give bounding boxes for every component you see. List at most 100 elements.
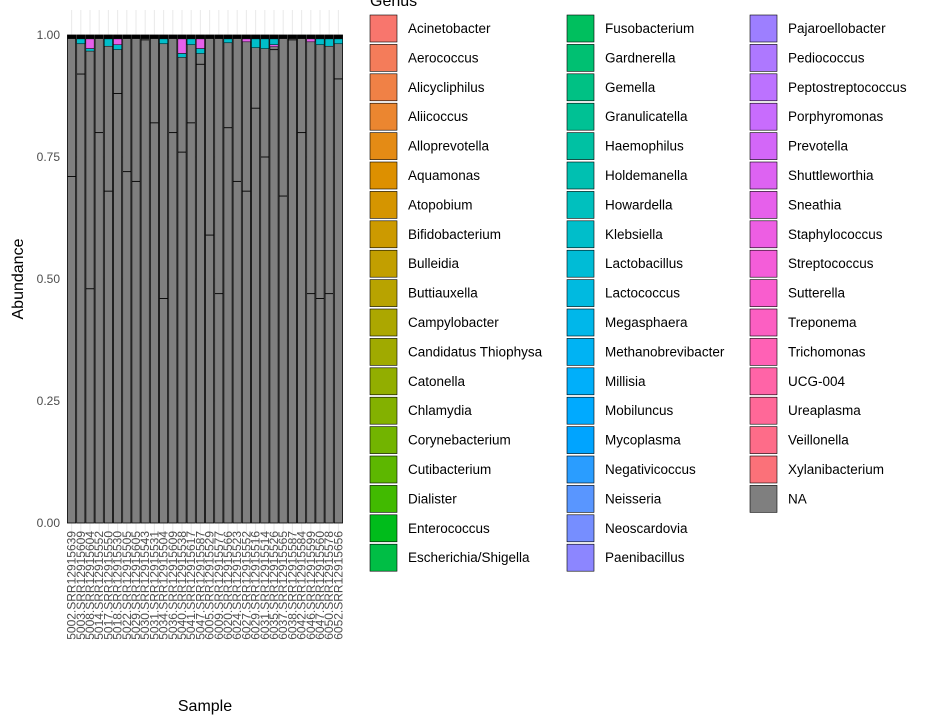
- bar-stack: [287, 34, 297, 524]
- legend-swatch: [566, 279, 595, 307]
- legend-item: Negativicoccus: [566, 455, 696, 484]
- x-tick-label: 6009.SRR12915577: [212, 531, 226, 640]
- bar-segment-na: [306, 34, 316, 524]
- legend-label: Granulicatella: [605, 109, 688, 124]
- legend-swatch: [566, 455, 595, 484]
- legend-item: Catonella: [369, 367, 466, 396]
- legend-label: Alloprevotella: [408, 139, 490, 154]
- bar-segment-na: [159, 34, 169, 524]
- legend-label: Paenibacillus: [605, 550, 685, 565]
- bar-segment-top: [187, 35, 196, 39]
- bar-segment-top: [315, 35, 325, 39]
- legend-item: Pajaroellobacter: [749, 14, 886, 43]
- legend-label: Aerococcus: [408, 50, 479, 65]
- bar-segment-na: [113, 34, 123, 524]
- legend-item: Bifidobacterium: [369, 220, 501, 249]
- bar-stack: [76, 34, 86, 524]
- legend-label: Enterococcus: [408, 521, 490, 536]
- x-tick-label: 5003.SRR12915609: [74, 531, 88, 640]
- legend-swatch: [369, 485, 398, 513]
- x-tick-label: 5047.SRR12915587: [193, 531, 207, 640]
- bar-segment-top: [150, 35, 159, 39]
- bar-segment-na: [131, 34, 141, 524]
- bar-segment-top: [67, 35, 76, 39]
- y-tick-label: 0.75: [37, 150, 61, 164]
- legend-swatch: [749, 161, 778, 190]
- legend-swatch: [369, 279, 398, 307]
- x-tick-label: 5041.SRR12915617: [184, 531, 198, 640]
- legend-label: Howardella: [605, 197, 673, 212]
- bar-segment-top: [223, 35, 233, 39]
- legend-item: Dialister: [369, 485, 457, 513]
- legend-item: Paenibacillus: [566, 543, 685, 572]
- legend-swatch: [566, 367, 595, 396]
- bar-segment-top: [159, 35, 168, 39]
- bar-segment-na: [333, 34, 343, 524]
- legend-item: Shuttleworthia: [749, 161, 874, 190]
- legend-swatch: [749, 249, 778, 278]
- legend-swatch: [749, 396, 778, 425]
- bar-segment-minor: [242, 38, 251, 43]
- bar-segment-na: [168, 34, 178, 524]
- bar-segment-na: [297, 34, 307, 524]
- legend-label: Veillonella: [788, 433, 849, 448]
- legend-swatch: [749, 191, 778, 219]
- legend-swatch: [566, 220, 595, 249]
- legend-label: Corynebacterium: [408, 433, 511, 448]
- bar-segment-minor: [260, 38, 270, 49]
- legend-item: Candidatus Thiophysa: [369, 338, 543, 366]
- x-tick-label: 6035.SRR12915526: [267, 531, 281, 640]
- legend-label: Methanobrevibacter: [605, 344, 725, 359]
- legend-swatch: [566, 396, 595, 425]
- bar-segment-top: [196, 35, 205, 39]
- bar-segment-na: [122, 34, 132, 524]
- bar-segment-top: [85, 35, 95, 39]
- legend-label: Cutibacterium: [408, 462, 491, 477]
- legend-swatch: [369, 514, 398, 543]
- legend-item: Holdemanella: [566, 161, 688, 190]
- bar-segment-top: [297, 35, 306, 39]
- legend-label: NA: [788, 491, 807, 506]
- legend-swatch: [369, 543, 398, 572]
- legend-swatch: [369, 44, 398, 72]
- legend-label: Bulleidia: [408, 256, 460, 271]
- legend-item: Porphyromonas: [749, 102, 884, 131]
- legend-item: Ureaplasma: [749, 396, 861, 425]
- x-tick-label: 6027.SRR12915552: [239, 531, 253, 640]
- legend-label: Atopobium: [408, 197, 473, 212]
- legend-swatch: [369, 14, 398, 43]
- x-tick-label: 5014.SRR12915552: [92, 531, 106, 640]
- legend-item: Sneathia: [749, 191, 842, 219]
- legend-label: Aliicoccus: [408, 109, 468, 124]
- legend-label: Lactobacillus: [605, 256, 683, 271]
- legend-item: Granulicatella: [566, 102, 688, 131]
- legend-label: Bifidobacterium: [408, 227, 501, 242]
- bar-stack: [159, 34, 169, 524]
- legend-label: Campylobacter: [408, 315, 499, 330]
- legend-label: Mycoplasma: [605, 433, 681, 448]
- bar-stack: [241, 34, 251, 524]
- bar-segment-minor: [315, 38, 325, 46]
- x-tick-label: 5031.SRR12915531: [147, 531, 161, 640]
- bar-stack: [103, 34, 113, 524]
- legend-swatch: [566, 161, 595, 190]
- legend-item: Haemophilus: [566, 132, 684, 160]
- bar-segment-minor: [104, 38, 113, 47]
- legend-swatch: [749, 308, 778, 337]
- legend: Acinetobacter Aerococcus Alicycliphilus Ali…: [369, 14, 907, 572]
- legend-label: Treponema: [788, 315, 857, 330]
- legend-label: Shuttleworthia: [788, 168, 874, 183]
- bar-stack: [232, 34, 242, 524]
- legend-swatch: [566, 191, 595, 219]
- legend-swatch: [749, 279, 778, 307]
- bar-stack: [85, 34, 95, 524]
- bar-stack: [168, 34, 178, 524]
- bar-segment-top: [131, 35, 141, 39]
- bar-stack: [214, 34, 224, 524]
- legend-item: Buttiauxella: [369, 279, 478, 307]
- bar-stack: [113, 34, 123, 524]
- legend-swatch: [566, 514, 595, 543]
- legend-swatch: [566, 44, 595, 72]
- bar-segment-minor: [223, 38, 233, 44]
